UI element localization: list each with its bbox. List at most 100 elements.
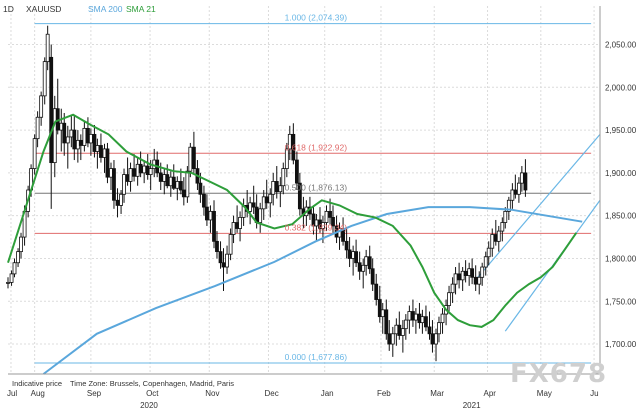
candle <box>324 205 329 232</box>
candle-body <box>112 168 116 201</box>
candle <box>430 320 435 353</box>
candle <box>440 308 445 334</box>
candle-body <box>400 328 405 336</box>
candle <box>411 299 415 327</box>
candle-body <box>49 56 54 164</box>
candle <box>241 198 246 226</box>
candle-body <box>32 138 37 170</box>
candle-body <box>102 148 107 158</box>
x-tick-label: Apr <box>484 389 497 398</box>
candle <box>450 277 455 303</box>
candle-body <box>78 139 83 146</box>
candle-body <box>453 273 458 285</box>
candle-body <box>413 313 418 321</box>
candle <box>258 202 263 233</box>
candle <box>228 228 233 261</box>
candle <box>523 159 528 197</box>
x-tick-label: Nov <box>205 389 219 398</box>
candle <box>403 314 408 340</box>
candle-body <box>430 333 435 345</box>
candle-body <box>457 273 462 281</box>
candle-body <box>374 283 379 300</box>
candle <box>264 179 269 209</box>
candle <box>516 177 521 203</box>
legend-sma200: SMA 200 <box>88 4 123 14</box>
candle <box>344 228 349 259</box>
candle <box>470 258 475 285</box>
candle <box>331 205 335 233</box>
candle <box>268 188 273 218</box>
candle-body <box>483 256 488 268</box>
candle <box>493 219 498 246</box>
candle <box>12 258 17 278</box>
candle-body <box>523 172 528 191</box>
candle-body <box>434 333 438 345</box>
candle <box>374 273 379 306</box>
candle-body <box>519 172 524 184</box>
candle-body <box>294 159 299 184</box>
candle-body <box>212 210 216 242</box>
candle-body <box>411 311 415 321</box>
candle <box>510 183 515 209</box>
candle <box>16 248 20 268</box>
candle <box>72 114 77 161</box>
candle-body <box>228 234 233 255</box>
x-tick-label: Dec <box>264 389 278 398</box>
candle <box>82 121 87 152</box>
candle <box>380 302 385 334</box>
candle-body <box>467 268 472 276</box>
candle <box>205 194 209 226</box>
candle <box>400 320 405 353</box>
candle <box>6 277 10 289</box>
candle-body <box>191 146 196 170</box>
candle-body <box>506 199 511 212</box>
candle <box>357 251 362 280</box>
candle <box>212 200 216 249</box>
x-tick-label: Oct <box>146 389 159 398</box>
fib-labels: 1.000 (2,074.39) 0.618 (1,922.92) 0.500 (1… <box>285 13 348 362</box>
candle <box>417 302 422 329</box>
candle <box>88 128 93 156</box>
candle-body <box>45 33 50 63</box>
year-label: 2020 <box>140 401 158 410</box>
y-tick-label: 1,700.00 <box>605 340 637 349</box>
candle <box>394 318 399 346</box>
candle-body <box>397 324 402 336</box>
candle-body <box>148 168 153 175</box>
fib-label-0.618: 0.618 (1,922.92) <box>285 142 348 152</box>
candle <box>39 91 44 126</box>
candle <box>142 160 147 184</box>
fib-lines <box>34 23 592 364</box>
candle-body <box>128 168 133 182</box>
candle-body <box>470 268 475 278</box>
candle-body <box>238 216 242 229</box>
candle <box>271 172 276 206</box>
candle-body <box>202 193 206 208</box>
candle <box>135 157 140 186</box>
y-tick-label: 2,000.00 <box>605 83 637 92</box>
candle-body <box>500 222 505 232</box>
candle-body <box>75 139 80 150</box>
candle <box>390 326 395 357</box>
candle-body <box>291 133 296 161</box>
candle-body <box>221 262 226 268</box>
candle-body <box>65 136 70 144</box>
candle-body <box>264 196 269 204</box>
candle-body <box>251 202 256 208</box>
candle-body <box>52 108 57 164</box>
candle-body <box>337 228 342 238</box>
candle-body <box>463 270 468 276</box>
candle <box>337 222 342 250</box>
candle-body <box>314 219 319 227</box>
candle <box>384 299 389 340</box>
candle <box>235 205 240 233</box>
candle-body <box>19 236 23 253</box>
candle-body <box>450 283 455 294</box>
fib-label-0.000: 0.000 (1,677.86) <box>285 352 348 362</box>
candle-body <box>480 266 485 278</box>
candle-body <box>354 251 358 264</box>
candle <box>251 185 256 214</box>
candle <box>496 225 501 252</box>
candle <box>434 328 438 362</box>
